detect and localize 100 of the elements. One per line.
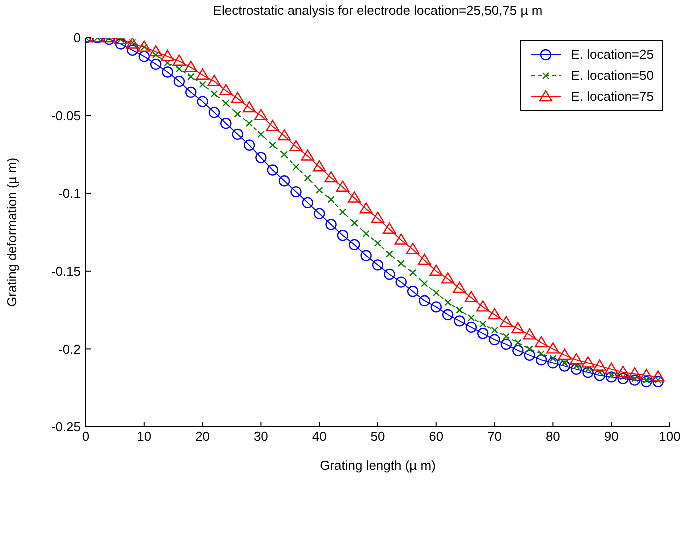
point — [199, 81, 206, 88]
point — [349, 239, 360, 251]
point — [174, 76, 186, 88]
point — [150, 58, 162, 70]
point — [488, 308, 502, 320]
point — [432, 290, 440, 297]
point — [652, 370, 665, 382]
point — [138, 40, 151, 52]
point — [407, 286, 419, 298]
point — [337, 230, 349, 242]
point — [419, 295, 430, 307]
point — [149, 45, 163, 57]
point — [605, 362, 618, 374]
point — [524, 350, 536, 362]
point — [582, 356, 595, 368]
y-tick-label: -0.05 — [51, 108, 81, 124]
point — [441, 272, 455, 284]
point — [197, 96, 208, 108]
x-axis-title: Grating length (µ m) — [320, 458, 436, 473]
point — [398, 260, 405, 268]
point — [256, 152, 267, 164]
point — [500, 316, 514, 328]
point — [594, 370, 606, 382]
point — [628, 367, 642, 379]
point — [362, 230, 370, 238]
x-tick-label: 20 — [196, 429, 210, 444]
point — [512, 345, 524, 356]
point — [372, 260, 384, 271]
point — [208, 107, 220, 118]
point — [220, 118, 232, 130]
point — [266, 120, 280, 132]
y-tick-label: 0 — [74, 30, 81, 46]
point — [371, 212, 385, 224]
point — [386, 250, 394, 258]
point — [550, 354, 557, 362]
x-tick-label: 40 — [312, 429, 327, 444]
x-tick-label: 70 — [488, 429, 502, 444]
point — [394, 234, 408, 245]
point — [138, 51, 150, 62]
point — [430, 264, 443, 276]
point — [186, 86, 197, 98]
point — [208, 74, 222, 86]
point — [652, 376, 664, 388]
point — [314, 208, 326, 220]
point — [231, 92, 244, 104]
point — [278, 129, 292, 141]
point — [326, 219, 337, 230]
point — [316, 186, 324, 194]
point — [172, 54, 186, 66]
point — [456, 306, 464, 314]
y-tick-label: -0.2 — [58, 342, 81, 357]
point — [244, 140, 256, 151]
point — [468, 314, 476, 322]
point — [500, 338, 512, 350]
point — [304, 174, 312, 182]
point — [336, 180, 350, 192]
point — [640, 369, 654, 380]
x-tick-label: 60 — [429, 429, 444, 444]
point — [491, 326, 498, 334]
point — [267, 164, 278, 176]
point — [234, 110, 242, 118]
point — [196, 68, 210, 80]
x-tick-label: 100 — [659, 429, 681, 444]
point — [444, 298, 452, 306]
point — [339, 208, 347, 216]
point — [606, 372, 618, 383]
point — [489, 334, 500, 346]
y-tick-label: -0.15 — [51, 264, 81, 280]
point — [188, 73, 195, 80]
y-tick-label: -0.1 — [58, 186, 81, 202]
point — [409, 269, 417, 277]
x-tick-label: 50 — [370, 429, 386, 444]
point — [220, 84, 233, 96]
point — [254, 109, 268, 120]
point — [348, 192, 362, 203]
point — [162, 66, 174, 78]
point — [313, 160, 326, 172]
point — [384, 268, 396, 280]
point — [324, 171, 338, 183]
y-tick-label: -0.25 — [51, 420, 81, 435]
point — [290, 186, 302, 198]
point — [302, 197, 314, 209]
point — [464, 291, 478, 302]
point — [466, 322, 478, 334]
point — [538, 350, 546, 358]
point — [161, 50, 174, 62]
point — [210, 90, 218, 98]
point — [360, 202, 373, 214]
point — [430, 302, 442, 313]
point — [328, 196, 335, 204]
legend-label: E. location=25 — [571, 47, 654, 62]
point — [278, 176, 290, 187]
point — [442, 309, 454, 321]
point — [152, 52, 160, 59]
point — [115, 38, 127, 50]
point — [582, 366, 594, 378]
point — [184, 60, 198, 72]
point — [534, 336, 548, 348]
point — [502, 333, 510, 340]
point — [164, 59, 172, 66]
